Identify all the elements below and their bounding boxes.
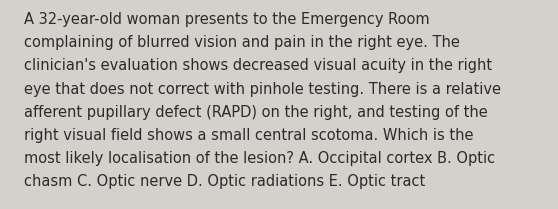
Text: most likely localisation of the lesion? A. Occipital cortex B. Optic: most likely localisation of the lesion? … bbox=[24, 151, 495, 166]
Text: complaining of blurred vision and pain in the right eye. The: complaining of blurred vision and pain i… bbox=[24, 35, 460, 50]
Text: chasm C. Optic nerve D. Optic radiations E. Optic tract: chasm C. Optic nerve D. Optic radiations… bbox=[24, 174, 425, 189]
Text: A 32-year-old woman presents to the Emergency Room: A 32-year-old woman presents to the Emer… bbox=[24, 12, 430, 27]
Text: right visual field shows a small central scotoma. Which is the: right visual field shows a small central… bbox=[24, 128, 474, 143]
Text: clinician's evaluation shows decreased visual acuity in the right: clinician's evaluation shows decreased v… bbox=[24, 58, 492, 73]
Text: eye that does not correct with pinhole testing. There is a relative: eye that does not correct with pinhole t… bbox=[24, 82, 501, 97]
Text: afferent pupillary defect (RAPD) on the right, and testing of the: afferent pupillary defect (RAPD) on the … bbox=[24, 105, 488, 120]
